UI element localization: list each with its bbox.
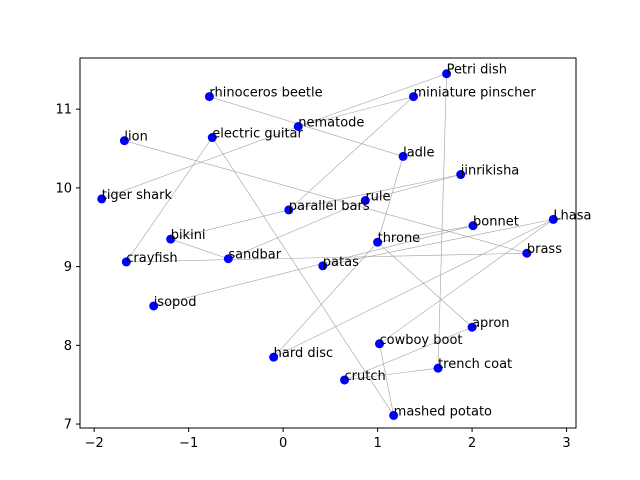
plot-frame xyxy=(79,57,577,429)
point-label-cowboy-boot: cowboy boot xyxy=(379,333,462,348)
point-label-ladle: ladle xyxy=(403,145,434,160)
point-ladle xyxy=(398,151,408,161)
edge-lhasa-to-patas xyxy=(322,219,554,267)
point-label-bikini: bikini xyxy=(171,228,206,243)
point-label-miniature-pinscher: miniature pinscher xyxy=(414,86,537,101)
point-label-patas: patas xyxy=(323,255,359,270)
x-tick-label: 0 xyxy=(279,436,287,451)
point-label-trench-coat: trench coat xyxy=(438,357,512,372)
edge-throne-to-hard-disc xyxy=(273,242,378,358)
edge-ladle-to-throne xyxy=(377,156,404,243)
point-label-sandbar: sandbar xyxy=(228,248,281,263)
point-label-crayfish: crayfish xyxy=(126,251,177,266)
edge-nematode-to-tiger-shark xyxy=(101,126,299,200)
point-jinrikisha xyxy=(456,170,466,180)
point-nematode xyxy=(293,121,303,131)
edge-bonnet-to-isopod xyxy=(153,225,474,307)
edge-miniature-pinscher-to-nematode xyxy=(298,96,414,127)
point-bonnet xyxy=(468,221,478,231)
edge-crutch-to-trench-coat xyxy=(344,367,439,381)
point-mashed-potato xyxy=(389,410,399,420)
point-label-electric-guitar: electric guitar xyxy=(212,127,303,142)
x-tick-label: 2 xyxy=(468,436,476,451)
point-cowboy-boot xyxy=(374,339,384,349)
point-parallel-bars xyxy=(284,205,294,215)
point-label-tiger-shark: tiger shark xyxy=(102,188,173,203)
edge-lhasa-to-hard-disc xyxy=(273,219,554,358)
point-lion xyxy=(119,136,129,146)
point-throne xyxy=(373,237,383,247)
point-label-brass: brass xyxy=(527,242,562,257)
point-label-lhasa: Lhasa xyxy=(553,208,591,223)
edge-electric-guitar-to-mashed-potato xyxy=(212,137,394,416)
edge-electric-guitar-to-crayfish xyxy=(126,137,213,263)
edge-layer xyxy=(101,73,554,416)
edge-petri-dish-to-trench-coat xyxy=(437,73,447,369)
point-trench-coat xyxy=(433,363,443,373)
point-sandbar xyxy=(223,254,233,264)
y-axis: 7 8 9 10 11 xyxy=(55,103,80,433)
point-petri-dish xyxy=(442,69,452,79)
point-label-jinrikisha: jinrikisha xyxy=(460,164,520,179)
edge-bonnet-to-throne xyxy=(377,225,474,243)
point-layer xyxy=(97,69,558,420)
point-tiger-shark xyxy=(97,194,107,204)
edge-petri-dish-to-nematode xyxy=(298,73,447,127)
point-label-petri-dish: Petri dish xyxy=(447,63,507,78)
y-tick-label: 9 xyxy=(64,260,72,275)
edge-brass-to-crayfish xyxy=(126,252,527,263)
point-label-rule: rule xyxy=(365,189,390,204)
point-label-throne: throne xyxy=(378,231,421,246)
point-label-isopod: isopod xyxy=(154,295,197,310)
y-tick-label: 10 xyxy=(55,181,72,196)
point-lhasa xyxy=(548,214,558,224)
point-label-mashed-potato: mashed potato xyxy=(394,404,492,419)
edge-jinrikisha-to-rule xyxy=(365,174,461,201)
point-rule xyxy=(360,195,370,205)
edge-cowboy-boot-to-mashed-potato xyxy=(379,343,394,416)
x-tick-label: −2 xyxy=(85,436,104,451)
point-rhinoceros-beetle xyxy=(204,92,214,102)
x-axis: −2 −1 0 1 2 3 xyxy=(85,428,571,451)
point-label-apron: apron xyxy=(472,316,509,331)
edge-rule-to-sandbar xyxy=(228,200,366,260)
edge-rhinoceros-beetle-to-ladle xyxy=(209,96,404,157)
y-tick-label: 7 xyxy=(64,418,72,433)
point-miniature-pinscher xyxy=(409,92,419,102)
point-label-nematode: nematode xyxy=(298,115,364,130)
point-patas xyxy=(318,261,328,271)
edge-crutch-to-apron xyxy=(344,326,473,381)
edge-lhasa-to-cowboy-boot xyxy=(379,219,554,345)
point-label-parallel-bars: parallel bars xyxy=(289,199,370,214)
point-label-hard-disc: hard disc xyxy=(274,346,334,361)
y-tick-label: 11 xyxy=(55,103,72,118)
point-label-crutch: crutch xyxy=(345,369,386,384)
x-tick-label: −1 xyxy=(179,436,198,451)
y-tick-label: 8 xyxy=(64,339,72,354)
label-layer: Petri dish rhinoceros beetle miniature pin… xyxy=(102,63,592,420)
edge-lion-to-brass xyxy=(124,140,527,254)
point-crayfish xyxy=(121,257,131,267)
point-apron xyxy=(467,322,477,332)
point-label-rhinoceros-beetle: rhinoceros beetle xyxy=(209,86,322,101)
x-tick-label: 3 xyxy=(562,436,570,451)
point-label-lion: lion xyxy=(124,130,147,145)
edge-miniature-pinscher-to-parallel-bars xyxy=(288,96,414,211)
edge-jinrikisha-to-parallel-bars xyxy=(288,174,461,211)
point-hard-disc xyxy=(269,352,279,362)
point-electric-guitar xyxy=(207,133,217,143)
point-bikini xyxy=(166,234,176,244)
point-brass xyxy=(522,248,532,258)
x-tick-label: 1 xyxy=(373,436,381,451)
edge-parallel-bars-to-bikini xyxy=(170,209,289,240)
point-isopod xyxy=(149,301,159,311)
point-label-bonnet: bonnet xyxy=(473,215,519,230)
edge-bikini-to-sandbar xyxy=(170,238,229,260)
point-crutch xyxy=(340,375,350,385)
